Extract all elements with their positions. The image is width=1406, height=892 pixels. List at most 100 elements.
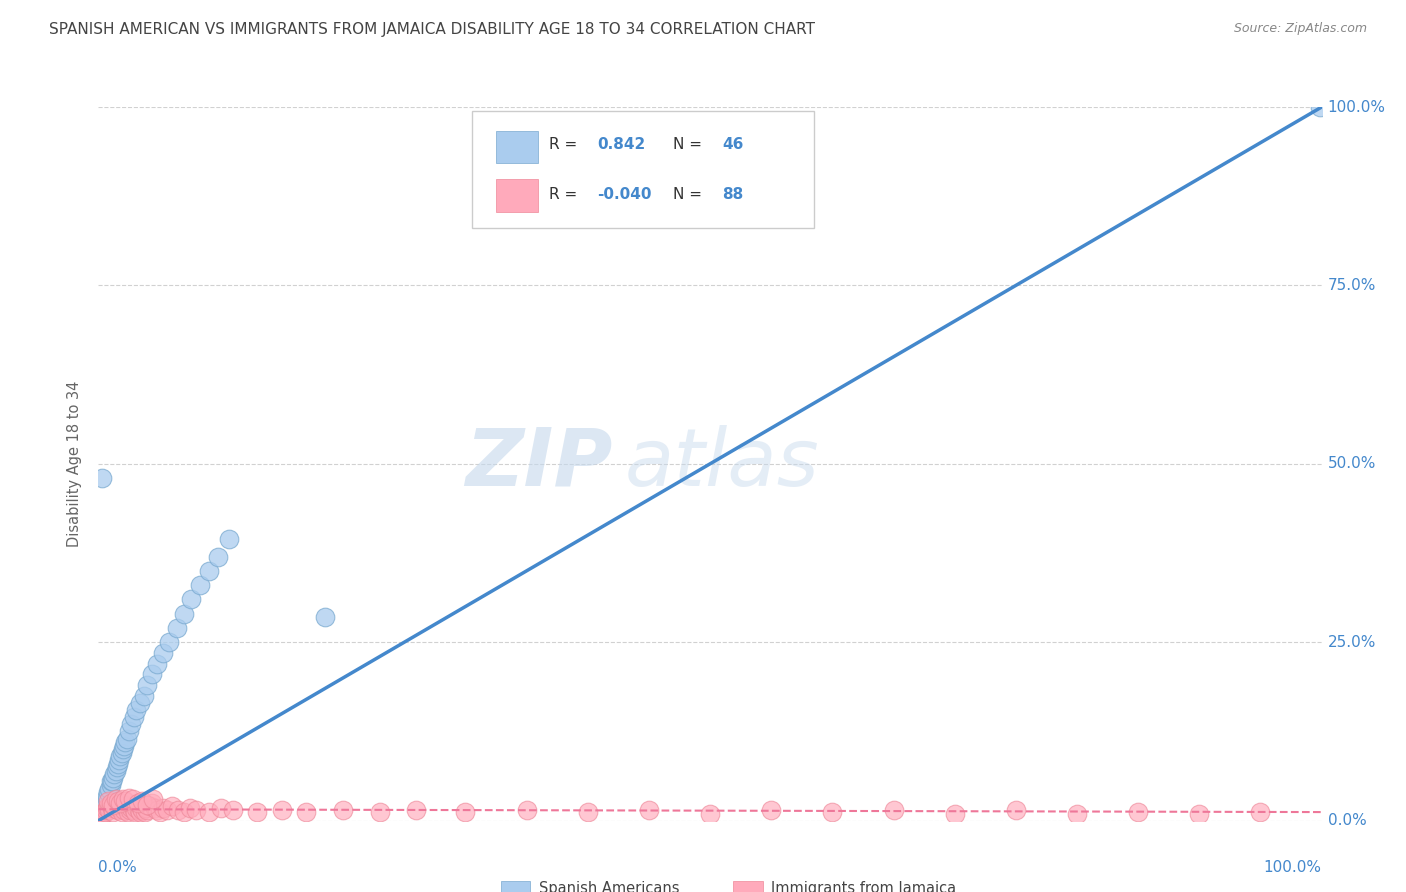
Text: R =: R = — [548, 137, 582, 153]
Y-axis label: Disability Age 18 to 34: Disability Age 18 to 34 — [67, 381, 83, 547]
Point — [127, 796, 149, 810]
Point — [129, 801, 152, 815]
Point — [136, 803, 159, 817]
Point — [100, 796, 122, 810]
Point — [90, 810, 112, 824]
Point — [180, 592, 202, 607]
Point — [209, 801, 232, 815]
Point — [1128, 805, 1150, 819]
Point — [110, 796, 132, 810]
Point — [101, 797, 124, 812]
Point — [134, 805, 156, 819]
Point — [91, 806, 114, 821]
FancyBboxPatch shape — [471, 111, 814, 228]
Point — [135, 801, 157, 815]
Point — [120, 803, 142, 817]
Point — [107, 794, 129, 808]
Point — [97, 785, 120, 799]
Point — [405, 803, 427, 817]
Point — [121, 792, 143, 806]
Point — [122, 710, 145, 724]
Point — [197, 805, 219, 819]
Point — [186, 803, 208, 817]
FancyBboxPatch shape — [496, 179, 537, 212]
Point — [139, 799, 162, 814]
Text: 88: 88 — [723, 187, 744, 202]
Point — [173, 607, 195, 621]
Text: Immigrants from Jamaica: Immigrants from Jamaica — [772, 881, 956, 892]
Text: 100.0%: 100.0% — [1327, 100, 1386, 114]
Point — [141, 667, 163, 681]
FancyBboxPatch shape — [496, 130, 537, 163]
Point — [91, 808, 114, 822]
Point — [114, 735, 136, 749]
Point — [207, 549, 229, 564]
Point — [96, 792, 118, 806]
Point — [179, 801, 201, 815]
FancyBboxPatch shape — [734, 880, 762, 892]
Point — [1004, 803, 1026, 817]
Point — [111, 792, 134, 806]
Point — [152, 646, 174, 660]
Point — [131, 803, 153, 817]
Point — [125, 703, 148, 717]
Point — [101, 805, 124, 819]
Point — [173, 805, 195, 819]
Point — [111, 746, 134, 760]
Point — [96, 801, 118, 815]
Point — [105, 760, 128, 774]
Point — [107, 803, 129, 817]
Point — [94, 803, 117, 817]
Point — [104, 764, 127, 778]
Point — [576, 805, 599, 819]
Point — [108, 801, 131, 815]
Point — [91, 471, 114, 485]
Point — [98, 803, 121, 817]
Point — [103, 799, 125, 814]
Text: -0.040: -0.040 — [598, 187, 652, 202]
Point — [149, 805, 172, 819]
Point — [121, 797, 143, 812]
Text: 50.0%: 50.0% — [1327, 457, 1376, 471]
Point — [167, 803, 190, 817]
Point — [94, 796, 117, 810]
Point — [136, 678, 159, 692]
Point — [97, 799, 120, 814]
Point — [115, 801, 138, 815]
Point — [129, 805, 152, 819]
Text: N =: N = — [673, 187, 707, 202]
Point — [100, 774, 122, 789]
Point — [120, 717, 142, 731]
Point — [120, 801, 142, 815]
Point — [107, 756, 129, 771]
Point — [125, 801, 148, 815]
Point — [91, 806, 114, 821]
Point — [104, 802, 127, 816]
Point — [118, 724, 141, 739]
Point — [197, 564, 219, 578]
Text: 0.0%: 0.0% — [98, 860, 138, 875]
Point — [96, 789, 118, 803]
FancyBboxPatch shape — [501, 880, 530, 892]
Point — [883, 803, 905, 817]
Point — [100, 797, 122, 812]
Point — [160, 799, 183, 814]
Point — [124, 805, 146, 819]
Text: 25.0%: 25.0% — [1327, 635, 1376, 649]
Point — [1309, 100, 1331, 114]
Point — [108, 753, 131, 767]
Point — [93, 796, 115, 810]
Point — [118, 799, 141, 814]
Point — [314, 610, 336, 624]
Text: 0.842: 0.842 — [598, 137, 645, 153]
Point — [761, 803, 783, 817]
Point — [454, 805, 477, 819]
Point — [91, 803, 114, 817]
Point — [132, 689, 155, 703]
Point — [111, 799, 134, 814]
Point — [98, 781, 121, 796]
Point — [143, 801, 166, 815]
Point — [93, 805, 115, 819]
Text: 0.0%: 0.0% — [1327, 814, 1367, 828]
Point — [105, 797, 128, 812]
